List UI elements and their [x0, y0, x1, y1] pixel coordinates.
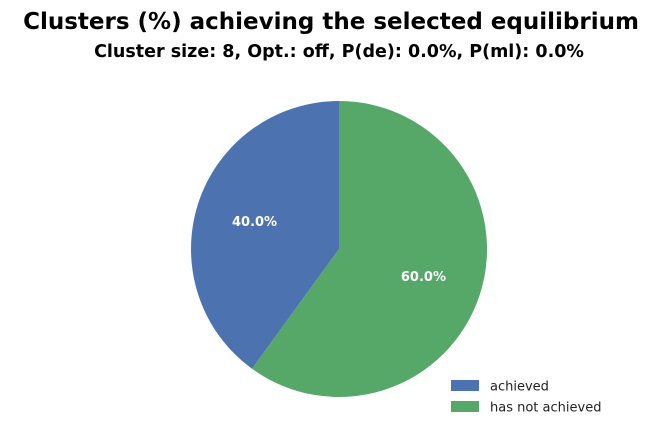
pie-slice-labels: 40.0% 60.0% [232, 215, 446, 285]
legend-swatch [451, 380, 479, 391]
legend-label: achieved [490, 380, 549, 395]
pie-slice-value-label: 40.0% [232, 215, 277, 230]
pie-slice-value-label: 60.0% [401, 270, 446, 285]
legend: achieved has not achieved [451, 380, 601, 416]
legend-swatch [451, 401, 479, 412]
pie-slice-has-not-achieved [252, 101, 487, 397]
pie-slices [191, 101, 487, 397]
chart-title: Clusters (%) achieving the selected equi… [23, 9, 639, 35]
legend-label: has not achieved [490, 401, 601, 416]
pie-slice-achieved [191, 101, 339, 369]
chart-subtitle: Cluster size: 8, Opt.: off, P(de): 0.0%,… [94, 42, 584, 62]
